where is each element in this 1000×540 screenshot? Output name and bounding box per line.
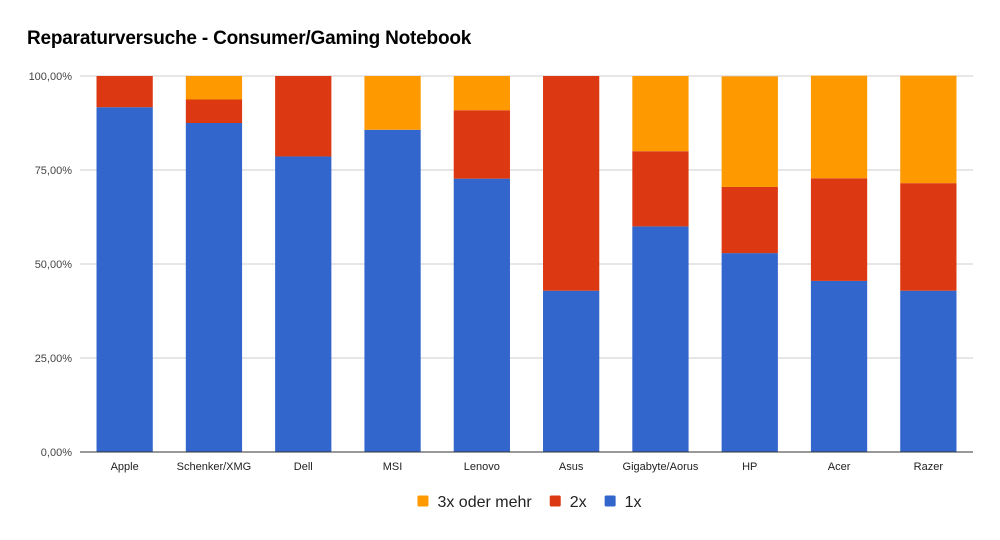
bar-segment-3x-oder-mehr (632, 76, 689, 152)
bar-segment-2x (543, 76, 600, 291)
bar-segment-3x-oder-mehr (810, 75, 868, 179)
bar-segment-1x (543, 290, 600, 452)
x-tick-label: Dell (294, 461, 313, 473)
y-tick-label: 0,00% (41, 447, 72, 459)
bar-group-dell (275, 76, 332, 452)
bar-segment-1x (96, 107, 153, 453)
legend-items: 3x oder mehr 2x 1x (417, 494, 642, 511)
bar-group-gigabyte-aorus (632, 76, 689, 452)
bar-segment-1x (453, 178, 510, 452)
bar-segment-2x (275, 76, 332, 157)
legend-label: 3x oder mehr (437, 494, 532, 511)
x-tick-label: Apple (111, 461, 139, 473)
bar-segment-1x (275, 156, 332, 452)
legend-item-3x-oder-mehr[interactable]: 3x oder mehr (417, 494, 532, 511)
bar-group-lenovo (453, 76, 510, 452)
legend-label: 2x (570, 494, 587, 511)
bar-segment-1x (900, 290, 957, 452)
bar-segment-2x (721, 186, 778, 254)
legend: 3x oder mehr 2x 1x (417, 494, 642, 511)
bar-group-msi (364, 76, 421, 452)
bar-segment-1x (810, 280, 868, 452)
bar-segment-3x-oder-mehr (185, 76, 243, 100)
bar-group-asus (543, 76, 600, 452)
bar-segment-1x (185, 123, 243, 452)
x-tick-label: Asus (559, 461, 584, 473)
y-tick-label: 100,00% (29, 71, 73, 83)
legend-swatch (549, 495, 561, 507)
x-tick-label: MSI (383, 461, 403, 473)
bar-segment-3x-oder-mehr (721, 76, 778, 187)
x-tick-label: Razer (914, 461, 944, 473)
x-tick-label: Gigabyte/Aorus (623, 461, 699, 473)
x-tick-label: HP (742, 461, 757, 473)
x-tick-label: Acer (828, 461, 851, 473)
legend-swatch (604, 495, 616, 507)
legend-item-1x[interactable]: 1x (604, 494, 642, 511)
bar-group-razer (900, 75, 957, 452)
bar-segment-1x (364, 129, 421, 452)
y-tick-label: 75,00% (35, 165, 73, 177)
bar-segment-3x-oder-mehr (900, 75, 957, 184)
bar-group-apple (96, 76, 153, 453)
x-axis-labels: Apple Schenker/XMG Dell MSI Lenovo Asus Gigaby… (111, 461, 944, 473)
y-tick-label: 25,00% (35, 353, 73, 365)
bar-segment-3x-oder-mehr (453, 76, 510, 111)
bar-segment-1x (632, 226, 689, 452)
x-tick-label: Schenker/XMG (177, 461, 252, 473)
bar-segment-2x (453, 110, 510, 179)
y-axis-ticks: 0,00% 25,00% 50,00% 75,00% 100,00% (29, 71, 73, 459)
bars (96, 75, 957, 453)
bar-segment-2x (96, 76, 153, 108)
y-tick-label: 50,00% (35, 259, 73, 271)
legend-item-2x[interactable]: 2x (549, 494, 587, 511)
bar-group-schenker-xmg (185, 76, 243, 452)
bar-segment-2x (632, 151, 689, 227)
bar-group-acer (810, 75, 868, 452)
chart-title: Reparaturversuche - Consumer/Gaming Note… (27, 28, 472, 49)
bar-segment-1x (721, 253, 778, 452)
legend-swatch (417, 495, 429, 507)
bar-segment-3x-oder-mehr (364, 76, 421, 130)
x-tick-label: Lenovo (464, 461, 500, 473)
bar-group-hp (721, 76, 778, 452)
bar-segment-2x (810, 178, 868, 281)
legend-label: 1x (625, 494, 642, 511)
bar-segment-2x (185, 99, 243, 123)
bar-segment-2x (900, 183, 957, 291)
